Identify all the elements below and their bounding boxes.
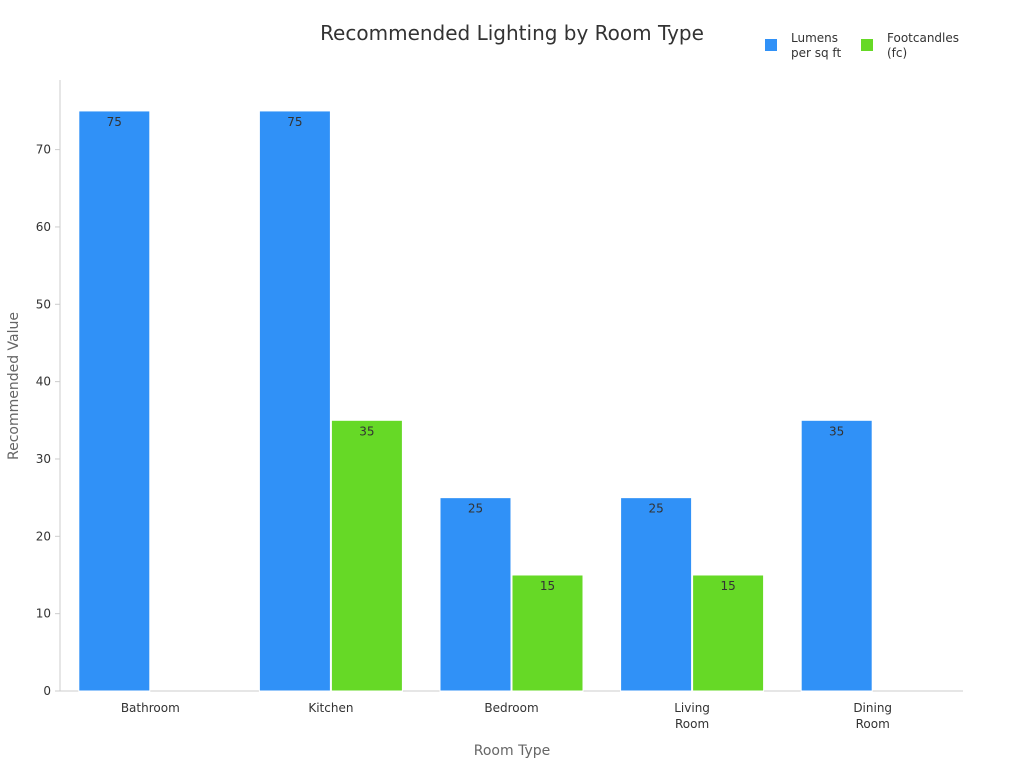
bar	[511, 574, 584, 692]
legend-swatch	[861, 39, 873, 51]
x-tick-label: Bathroom	[121, 701, 180, 715]
y-tick-label: 50	[36, 297, 51, 311]
bar-value-label: 35	[829, 424, 844, 438]
bar	[692, 574, 765, 692]
bar	[330, 419, 403, 692]
y-tick-label: 0	[43, 684, 51, 698]
y-tick-label: 70	[36, 143, 51, 157]
y-tick-label: 60	[36, 220, 51, 234]
bar-value-label: 35	[359, 424, 374, 438]
bar-value-label: 25	[648, 502, 663, 516]
chart-title: Recommended Lighting by Room Type	[320, 21, 704, 45]
y-tick-label: 30	[36, 452, 51, 466]
x-tick-label: Dining Room	[853, 701, 892, 731]
x-tick-label: Bedroom	[484, 701, 538, 715]
bar	[78, 110, 151, 692]
bar-value-label: 75	[107, 115, 122, 129]
y-tick-label: 20	[36, 529, 51, 543]
legend-swatch	[765, 39, 777, 51]
x-axis-title: Room Type	[474, 743, 550, 759]
bars: 75 75 35 25 15 25 15 35	[78, 110, 873, 692]
y-tick-label: 40	[36, 375, 51, 389]
bar-value-label: 75	[287, 115, 302, 129]
y-tick-label: 10	[36, 607, 51, 621]
y-axis-title: Recommended Value	[6, 312, 22, 460]
axes: 0 10 20 30 40 50 60 70 Bathroom Kitchen Bedroom Liv…	[36, 80, 963, 731]
bar	[439, 497, 512, 692]
legend: Lumens per sq ft Footcandles (fc)	[765, 31, 959, 60]
x-tick-label: Living Room	[674, 701, 710, 731]
bar-value-label: 15	[720, 579, 735, 593]
bar-value-label: 25	[468, 502, 483, 516]
bar	[800, 419, 873, 692]
x-tick-label: Kitchen	[308, 701, 353, 715]
bar	[258, 110, 331, 692]
legend-label: Footcandles (fc)	[887, 31, 959, 60]
bar-value-label: 15	[540, 579, 555, 593]
bar	[620, 497, 693, 692]
legend-label: Lumens per sq ft	[791, 31, 841, 60]
